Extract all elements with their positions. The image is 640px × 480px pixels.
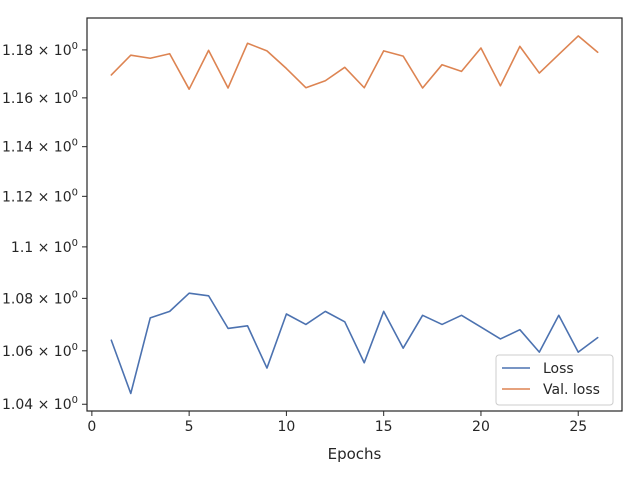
y-axis-ticks: 1.04 × 100 1.06 × 100 1.08 × 100 1.1 × 100 1…: [2, 41, 87, 413]
series-line-loss: [110, 292, 599, 395]
y-tick-label: 1.16 × 100: [2, 89, 78, 107]
y-tick-label: 1.04 × 100: [2, 395, 78, 413]
y-tick-label: 1.08 × 100: [2, 289, 78, 307]
x-tick-label: 5: [185, 419, 194, 435]
y-tick-label: 1.06 × 100: [2, 342, 78, 360]
series-line-val-loss: [110, 35, 599, 90]
x-tick-label: 20: [472, 419, 490, 435]
x-tick-label: 25: [569, 419, 587, 435]
y-tick-label: 1.18 × 100: [2, 41, 78, 59]
x-axis-ticks: 0 5 10 15 20 25: [87, 411, 587, 435]
y-tick-label: 1.1 × 100: [11, 238, 78, 256]
series-lines: [110, 35, 599, 395]
x-tick-label: 15: [375, 419, 393, 435]
y-tick-label: 1.12 × 100: [2, 187, 78, 205]
x-tick-label: 0: [87, 419, 96, 435]
x-axis-label: Epochs: [328, 445, 382, 463]
x-tick-label: 10: [277, 419, 295, 435]
legend-label: Loss: [543, 361, 574, 377]
legend-label: Val. loss: [543, 382, 600, 398]
y-tick-label: 1.14 × 100: [2, 138, 78, 156]
legend: Loss Val. loss: [495, 354, 614, 406]
